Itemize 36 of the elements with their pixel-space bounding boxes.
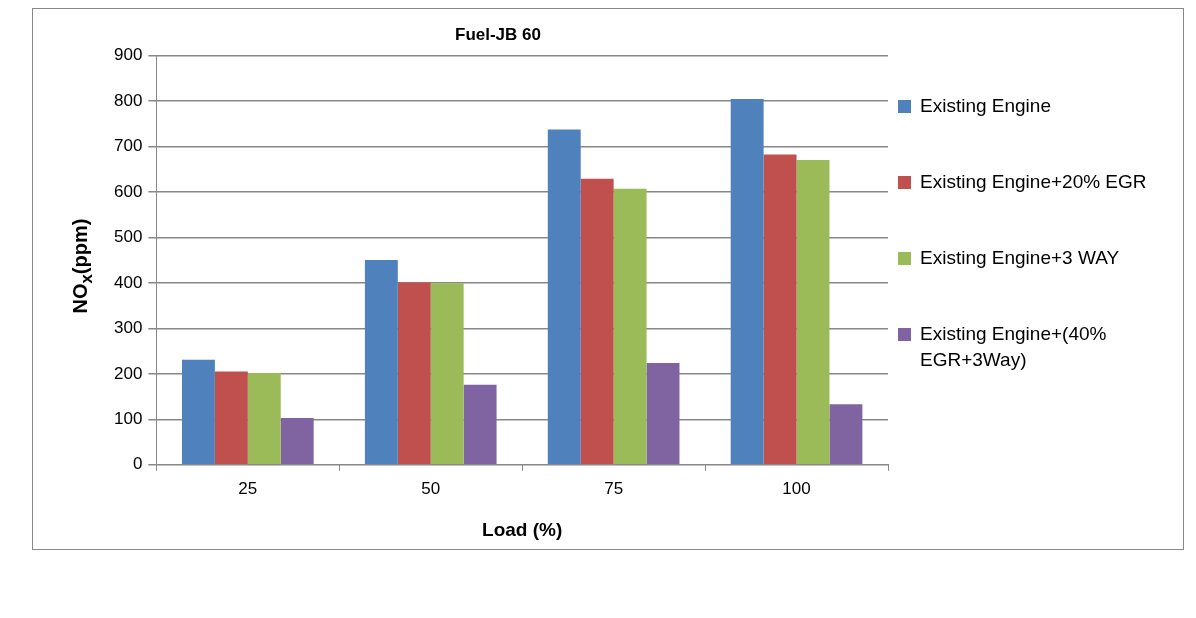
legend-label: Existing Engine [920,94,1051,118]
bar [829,404,863,465]
bar [364,260,398,465]
bar [796,160,830,465]
y-tick-label: 200 [113,363,143,383]
x-tick-label: 25 [238,478,258,498]
x-axis-title: Load (%) [482,518,563,540]
legend-label: Existing Engine+(40% EGR+3Way) [920,322,1108,372]
y-tick-label: 100 [113,409,143,428]
y-tick-label: 300 [113,318,143,338]
x-tick-label: 75 [604,478,624,498]
bar [181,359,215,465]
legend-label: Existing Engine+3 WAY [920,246,1120,270]
bar [580,178,614,465]
bar [613,188,647,465]
x-tick-label: 100 [782,478,811,498]
chart-title: Fuel-JB 60 [455,24,541,44]
bar [463,384,497,465]
bar [280,417,314,465]
y-tick-label: 500 [113,227,143,247]
bar [646,362,680,465]
y-tick-label: 700 [113,136,143,156]
y-tick-label: 800 [113,90,143,110]
bar [763,154,797,465]
y-tick-label: 400 [113,272,143,292]
bar [247,372,281,465]
y-tick-label: 900 [113,45,143,65]
legend-label: Existing Engine+20% EGR [920,170,1147,194]
bar [547,129,581,465]
bar [214,371,248,465]
y-tick-label: 0 [132,454,143,474]
bar [397,282,431,465]
bar [730,99,764,465]
y-tick-label: 600 [113,181,143,201]
bar [430,283,464,465]
x-tick-label: 50 [421,478,441,498]
